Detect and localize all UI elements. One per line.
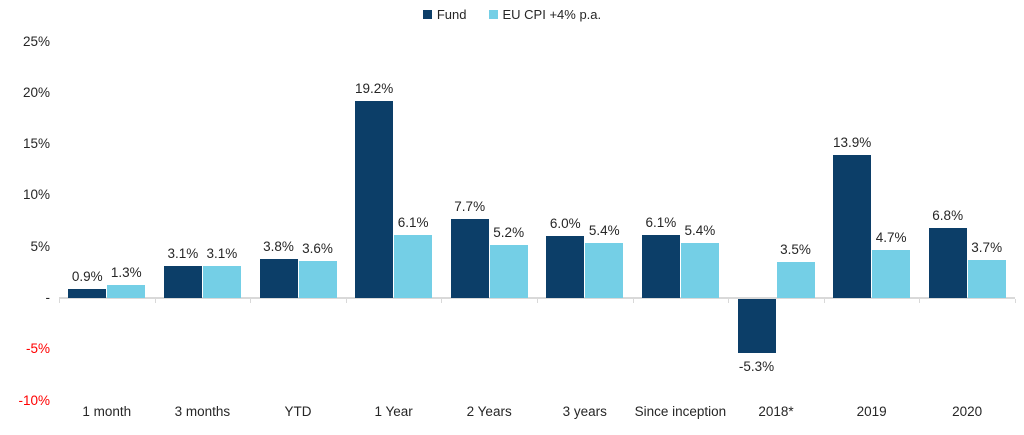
value-label-eu-cpi-4-p-a-1-year: 6.1%	[397, 215, 429, 231]
legend-label-fund: Fund	[436, 7, 467, 22]
bar-eu-cpi-4-p-a-1-month	[107, 284, 146, 298]
bar-fund-2019	[833, 155, 872, 298]
x-tick-label-since-inception: Since inception	[634, 404, 727, 419]
bar-fund-2018	[737, 299, 776, 354]
bar-fund-since-inception	[641, 235, 680, 298]
legend-swatch-fund	[422, 10, 432, 19]
x-tick-label-2-years: 2 Years	[466, 404, 512, 419]
bar-fund-3-years	[546, 236, 585, 298]
value-label-fund-2019: 13.9%	[832, 135, 872, 151]
value-label-fund-2-years: 7.7%	[454, 198, 486, 214]
legend-item-fund: Fund	[422, 7, 467, 22]
axis-baseline	[59, 297, 1015, 299]
bar-fund-2020	[928, 228, 967, 298]
x-tick-label-1-month: 1 month	[82, 404, 132, 419]
value-label-fund-1-month: 0.9%	[71, 268, 103, 284]
axis-tick-mark	[728, 299, 729, 303]
value-label-fund-2020: 6.8%	[932, 208, 964, 224]
x-tick-label-ytd: YTD	[284, 404, 312, 419]
bar-eu-cpi-4-p-a-2-years	[489, 244, 528, 298]
value-label-eu-cpi-4-p-a-3-years: 5.4%	[588, 222, 620, 238]
bar-eu-cpi-4-p-a-1-year	[394, 235, 433, 298]
value-label-fund-1-year: 19.2%	[354, 81, 394, 96]
y-tick-label: -5%	[25, 341, 50, 357]
axis-tick-mark	[155, 299, 156, 303]
value-label-fund-2018: -5.3%	[738, 359, 775, 375]
x-tick-label-2020: 2020	[952, 404, 983, 419]
axis-tick-mark	[919, 299, 920, 303]
bar-eu-cpi-4-p-a-2019	[872, 249, 911, 298]
value-label-fund-since-inception: 6.1%	[645, 215, 677, 231]
legend-label-cpi: EU CPI +4% p.a.	[502, 7, 602, 22]
y-tick-label: 5%	[30, 238, 50, 254]
bar-fund-ytd	[259, 259, 298, 298]
axis-tick-mark	[537, 299, 538, 303]
x-tick-label-3-years: 3 years	[562, 404, 607, 419]
chart-legend: Fund EU CPI +4% p.a.	[0, 7, 1024, 22]
bar-eu-cpi-4-p-a-3-months	[202, 266, 241, 298]
bar-eu-cpi-4-p-a-2018	[776, 262, 815, 298]
value-label-eu-cpi-4-p-a-since-inception: 5.4%	[684, 222, 716, 238]
value-label-fund-3-months: 3.1%	[167, 246, 199, 262]
value-label-eu-cpi-4-p-a-2019: 4.7%	[875, 229, 907, 245]
bar-eu-cpi-4-p-a-2020	[967, 260, 1006, 298]
bar-fund-1-month	[68, 288, 107, 298]
legend-item-cpi: EU CPI +4% p.a.	[488, 7, 602, 22]
legend-swatch-cpi	[488, 10, 498, 19]
value-label-eu-cpi-4-p-a-ytd: 3.6%	[302, 241, 333, 257]
x-tick-label-1-year: 1 Year	[374, 404, 413, 419]
bar-fund-1-year	[355, 101, 394, 298]
axis-tick-mark	[346, 299, 347, 303]
y-tick-label: -10%	[18, 392, 50, 408]
value-label-eu-cpi-4-p-a-1-month: 1.3%	[110, 264, 142, 280]
axis-tick-mark	[250, 299, 251, 303]
value-label-fund-ytd: 3.8%	[263, 239, 294, 254]
bar-eu-cpi-4-p-a-since-inception	[680, 242, 719, 298]
axis-tick-mark	[441, 299, 442, 303]
x-tick-label-2018: 2018*	[758, 404, 794, 419]
bar-fund-3-months	[163, 266, 202, 298]
value-label-eu-cpi-4-p-a-2020: 3.7%	[971, 240, 1003, 256]
axis-tick-mark	[59, 299, 60, 303]
y-tick-label: -	[45, 290, 51, 305]
bar-eu-cpi-4-p-a-3-years	[585, 242, 624, 298]
axis-tick-mark	[633, 299, 634, 303]
y-tick-label: 20%	[22, 84, 50, 100]
y-tick-label: 25%	[22, 33, 50, 49]
y-tick-label: 15%	[22, 136, 50, 152]
value-label-eu-cpi-4-p-a-3-months: 3.1%	[206, 246, 238, 262]
axis-tick-mark	[1015, 299, 1016, 303]
axis-tick-mark	[824, 299, 825, 303]
value-label-eu-cpi-4-p-a-2018: 3.5%	[780, 242, 811, 258]
x-tick-label-3-months: 3 months	[174, 404, 231, 419]
bar-fund-2-years	[450, 218, 489, 298]
y-tick-label: 10%	[22, 187, 50, 203]
value-label-eu-cpi-4-p-a-2-years: 5.2%	[493, 224, 525, 240]
x-tick-label-2019: 2019	[856, 404, 887, 419]
bar-eu-cpi-4-p-a-ytd	[298, 261, 337, 298]
value-label-fund-3-years: 6.0%	[549, 216, 581, 232]
